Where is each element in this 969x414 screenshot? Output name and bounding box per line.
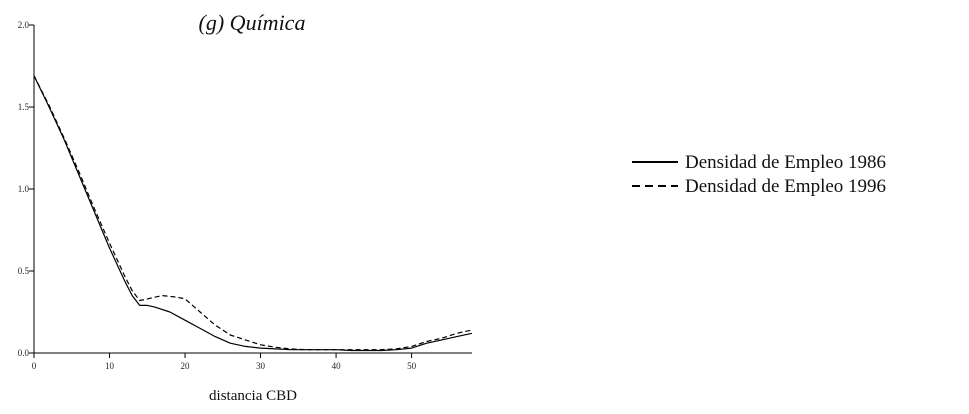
axes (33, 25, 472, 354)
legend-label-1986: Densidad de Empleo 1986 (685, 152, 886, 173)
series-line-1986 (33, 75, 473, 352)
y-tick-label: 0.0 (18, 348, 30, 358)
y-tick-label: 2.0 (18, 20, 30, 30)
x-axis-label: distancia CBD (209, 388, 297, 404)
legend: Densidad de Empleo 1986 Densidad de Emple… (632, 152, 886, 197)
x-tick-label: 20 (181, 361, 191, 371)
x-tick-label: 50 (407, 361, 417, 371)
y-tick-label: 0.5 (18, 266, 30, 276)
y-tick-label: 1.0 (18, 184, 30, 194)
y-tick-label: 1.5 (18, 102, 30, 112)
ticks: 0 10 20 30 40 50 0.0 0.5 1.0 1.5 2.0 (18, 20, 417, 371)
series-layer (33, 75, 473, 352)
legend-label-1996: Densidad de Empleo 1996 (685, 176, 886, 197)
x-tick-label: 30 (256, 361, 266, 371)
x-tick-label: 0 (32, 361, 37, 371)
x-tick-label: 40 (332, 361, 342, 371)
chart-title: (g) Química (199, 10, 306, 35)
x-tick-label: 10 (105, 361, 115, 371)
series-line-1996 (33, 75, 473, 351)
